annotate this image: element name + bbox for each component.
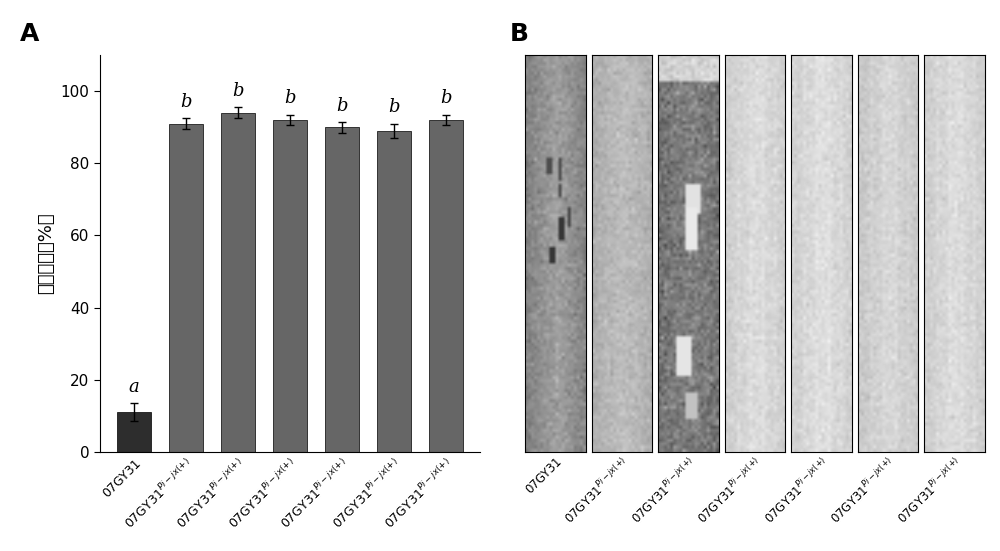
Text: 07GY31$^{Pi-jx(+)}$: 07GY31$^{Pi-jx(+)}$: [828, 455, 899, 526]
Text: B: B: [510, 22, 529, 46]
Text: A: A: [20, 22, 39, 46]
Y-axis label: 抗性频率（%）: 抗性频率（%）: [37, 213, 55, 294]
Bar: [273, 120, 307, 452]
Text: a: a: [129, 378, 140, 396]
Text: b: b: [336, 96, 348, 115]
Bar: [429, 120, 463, 452]
Text: 07GY31$^{Pi-jx(+)}$: 07GY31$^{Pi-jx(+)}$: [561, 455, 633, 526]
Text: b: b: [284, 89, 296, 107]
Bar: [377, 131, 411, 452]
Bar: [117, 412, 151, 452]
Text: 07GY31$^{Pi-jx(+)}$: 07GY31$^{Pi-jx(+)}$: [628, 455, 700, 526]
Text: 07GY31: 07GY31: [523, 455, 564, 496]
Text: b: b: [232, 82, 244, 100]
Text: b: b: [180, 93, 192, 111]
Text: b: b: [440, 89, 452, 107]
Text: 07GY31$^{Pi-jx(+)}$: 07GY31$^{Pi-jx(+)}$: [695, 455, 766, 526]
Text: 07GY31$^{Pi-jx(+)}$: 07GY31$^{Pi-jx(+)}$: [894, 455, 966, 526]
Bar: [325, 127, 359, 452]
Text: b: b: [388, 99, 400, 116]
Bar: [169, 123, 203, 452]
Bar: [221, 113, 255, 452]
Text: 07GY31$^{Pi-jx(+)}$: 07GY31$^{Pi-jx(+)}$: [761, 455, 833, 526]
